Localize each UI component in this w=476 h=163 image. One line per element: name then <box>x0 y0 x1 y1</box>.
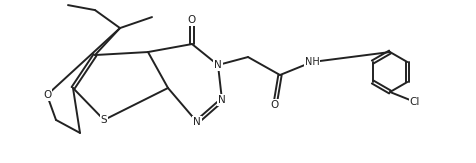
Text: NH: NH <box>305 57 319 67</box>
Text: N: N <box>218 95 226 105</box>
Text: O: O <box>43 90 51 100</box>
Text: O: O <box>271 100 279 110</box>
Text: Cl: Cl <box>410 97 420 107</box>
Text: N: N <box>214 60 222 70</box>
Text: S: S <box>101 115 107 125</box>
Text: O: O <box>188 15 196 25</box>
Text: N: N <box>193 117 201 127</box>
